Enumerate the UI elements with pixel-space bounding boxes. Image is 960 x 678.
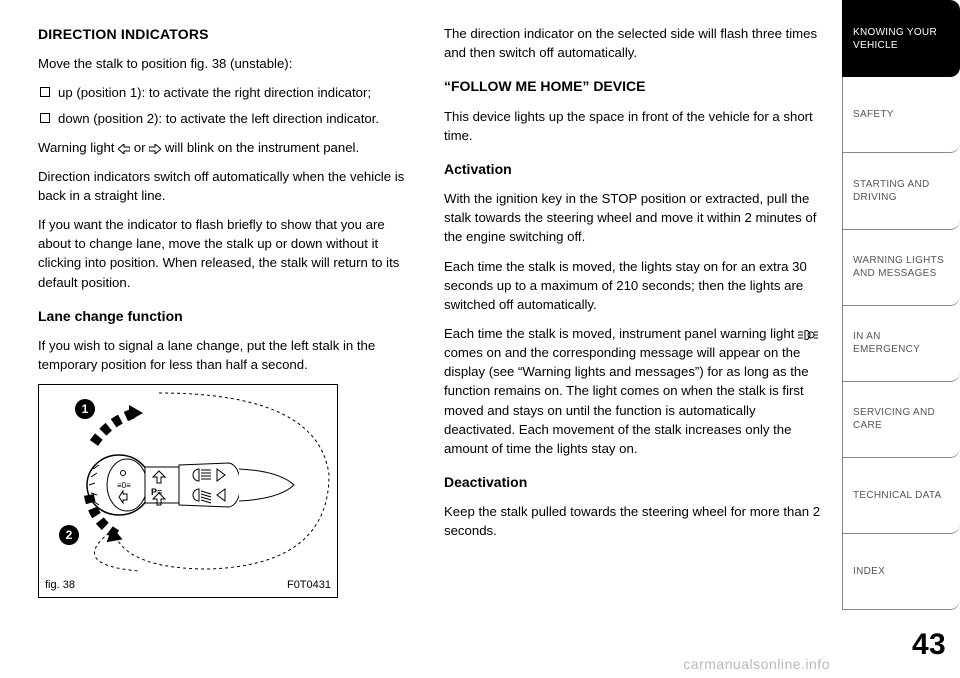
text-fragment: or [134,140,149,155]
text-fragment: Warning light [38,140,118,155]
tab-warning-lights[interactable]: WARNING LIGHTS AND MESSAGES [842,230,960,306]
para-move-stalk: Move the stalk to position fig. 38 (unst… [38,54,418,73]
tab-technical-data[interactable]: TECHNICAL DATA [842,458,960,534]
tab-label: WARNING LIGHTS AND MESSAGES [853,254,950,280]
tab-emergency[interactable]: IN AN EMERGENCY [842,306,960,382]
para-flash-three: The direction indicator on the selected … [444,24,824,62]
page-number: 43 [842,610,960,678]
para-activation-2: Each time the stalk is moved, the lights… [444,257,824,314]
para-lane-change: If you wish to signal a lane change, put… [38,336,418,374]
figure-body: ≡0≡ P≡ [39,385,337,575]
indicator-list: up (position 1): to activate the right d… [38,83,418,127]
figure-label: fig. 38 [45,578,75,594]
para-activation-3: Each time the stalk is moved, instrument… [444,324,824,458]
tab-label: KNOWING YOUR VEHICLE [853,26,950,52]
tab-starting-driving[interactable]: STARTING AND DRIVING [842,153,960,229]
section-tabs: KNOWING YOUR VEHICLE SAFETY STARTING AND… [842,0,960,678]
figure-caption: fig. 38 F0T0431 [39,575,337,597]
headlight-icon [798,326,818,341]
tab-label: INDEX [853,565,885,578]
heading-direction-indicators: DIRECTION INDICATORS [38,24,418,44]
list-item-down: down (position 2): to activate the left … [58,109,418,128]
para-brief-flash: If you want the indicator to flash brief… [38,215,418,292]
tab-label: SERVICING AND CARE [853,406,950,432]
right-column: The direction indicator on the selected … [444,24,824,668]
para-activation-1: With the ignition key in the STOP positi… [444,189,824,246]
tab-label: IN AN EMERGENCY [853,330,950,356]
list-item-up: up (position 1): to activate the right d… [58,83,418,102]
text-fragment: comes on and the corresponding message w… [444,345,809,456]
left-arrow-icon [118,140,130,155]
watermark: carmanualsonline.info [683,656,830,672]
page: DIRECTION INDICATORS Move the stalk to p… [0,0,960,678]
tab-label: STARTING AND DRIVING [853,178,950,204]
tab-label: TECHNICAL DATA [853,489,941,502]
text-fragment: Each time the stalk is moved, instrument… [444,326,798,341]
para-deactivation: Keep the stalk pulled towards the steeri… [444,502,824,540]
right-arrow-icon [149,140,161,155]
heading-follow-me-home: “FOLLOW ME HOME” DEVICE [444,76,824,96]
left-column: DIRECTION INDICATORS Move the stalk to p… [38,24,418,668]
tab-safety[interactable]: SAFETY [842,77,960,153]
heading-lane-change: Lane change function [38,306,418,326]
heading-deactivation: Deactivation [444,472,824,492]
content-area: DIRECTION INDICATORS Move the stalk to p… [0,0,842,678]
para-auto-off: Direction indicators switch off automati… [38,167,418,205]
tab-servicing[interactable]: SERVICING AND CARE [842,382,960,458]
svg-text:≡0≡: ≡0≡ [117,481,131,490]
text-fragment: will blink on the instrument panel. [165,140,359,155]
tab-label: SAFETY [853,108,894,121]
heading-activation: Activation [444,159,824,179]
figure-code: F0T0431 [287,578,331,594]
tab-index[interactable]: INDEX [842,534,960,610]
para-device-desc: This device lights up the space in front… [444,107,824,145]
tab-knowing-vehicle[interactable]: KNOWING YOUR VEHICLE [842,0,960,77]
para-warning-light: Warning light or will blink on the instr… [38,138,418,157]
figure-38: ≡0≡ P≡ [38,384,338,598]
